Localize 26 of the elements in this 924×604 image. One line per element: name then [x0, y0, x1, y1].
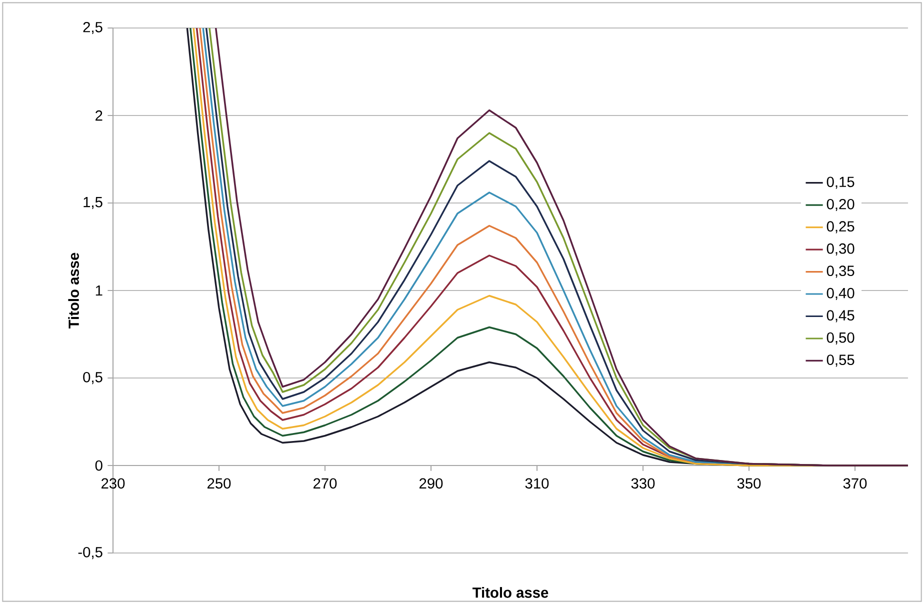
x-tick-label: 350	[737, 478, 761, 489]
x-tick-label: 370	[843, 478, 867, 489]
legend-label: 0,30	[826, 243, 854, 256]
x-tick-label: 250	[208, 478, 231, 489]
y-tick-label: 0	[95, 460, 102, 471]
legend-label: 0,25	[826, 221, 854, 234]
x-tick-label: 230	[102, 478, 125, 489]
legend-label: 0,20	[826, 198, 854, 212]
legend-label: 0,40	[826, 288, 854, 300]
x-tick-label: 330	[631, 478, 655, 489]
x-tick-label: 290	[420, 478, 443, 489]
y-tick-label: 1,5	[84, 197, 102, 209]
legend-label: 0,35	[826, 266, 854, 278]
y-tick-label: 1	[96, 285, 102, 296]
y-axis-title: Titolo asse	[68, 252, 79, 329]
y-tick-label: 2	[96, 110, 102, 121]
x-tick-label: 270	[314, 478, 337, 489]
legend-label: 0,15	[826, 176, 854, 189]
legend-label: 0,55	[826, 354, 854, 367]
y-tick-label: 2,5	[83, 22, 102, 34]
x-tick-label: 310	[525, 478, 549, 489]
y-tick-label: 0,5	[83, 372, 102, 384]
y-tick-label: -0,5	[78, 546, 102, 560]
legend-label: 0,50	[826, 332, 854, 344]
legend-label: 0,45	[826, 310, 854, 322]
x-axis-title: Titolo asse	[472, 587, 548, 598]
